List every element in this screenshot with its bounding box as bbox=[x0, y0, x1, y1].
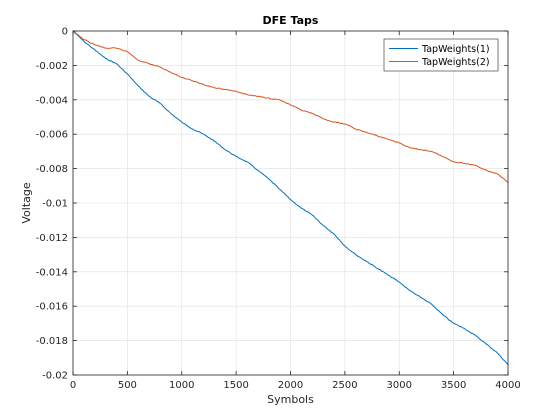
y-tick-label: -0.014 bbox=[36, 267, 68, 278]
series-line-1 bbox=[72, 30, 509, 365]
axis-ticks: 0 500 1000 1500 2000 2500 3000 3500 4000 0 -0.002 -… bbox=[36, 27, 521, 392]
legend-label-2: TapWeights(2) bbox=[421, 57, 490, 68]
x-tick-label: 2000 bbox=[278, 380, 303, 391]
legend-box bbox=[383, 38, 499, 72]
y-tick-label: -0.008 bbox=[36, 164, 68, 175]
chart-title: DFE Taps bbox=[263, 14, 319, 27]
x-tick-label: 2500 bbox=[332, 380, 357, 391]
x-tick-label: 500 bbox=[118, 380, 137, 391]
y-tick-label: 0 bbox=[62, 27, 68, 38]
x-tick-label: 1000 bbox=[169, 380, 194, 391]
y-tick-label: -0.02 bbox=[42, 371, 68, 382]
grid-lines bbox=[72, 30, 509, 376]
legend: TapWeights(1) TapWeights(2) bbox=[383, 38, 499, 72]
x-tick-label: 1500 bbox=[223, 380, 248, 391]
y-tick-label: -0.002 bbox=[36, 61, 68, 72]
series-line-2 bbox=[72, 30, 509, 183]
y-tick-label: -0.012 bbox=[36, 233, 68, 244]
series-layer bbox=[72, 30, 509, 365]
y-axis-label: Voltage bbox=[20, 182, 33, 223]
legend-label-1: TapWeights(1) bbox=[421, 44, 490, 55]
y-tick-label: -0.016 bbox=[36, 302, 68, 313]
y-tick-label: -0.018 bbox=[36, 336, 68, 347]
x-tick-label: 0 bbox=[70, 380, 76, 391]
y-tick-label: -0.006 bbox=[36, 130, 68, 141]
y-tick-label: -0.004 bbox=[36, 95, 68, 106]
y-tick-label: -0.01 bbox=[42, 199, 68, 210]
x-tick-label: 3500 bbox=[441, 380, 466, 391]
x-tick-label: 3000 bbox=[387, 380, 412, 391]
x-axis-label: Symbols bbox=[267, 393, 314, 406]
x-tick-label: 4000 bbox=[495, 380, 520, 391]
